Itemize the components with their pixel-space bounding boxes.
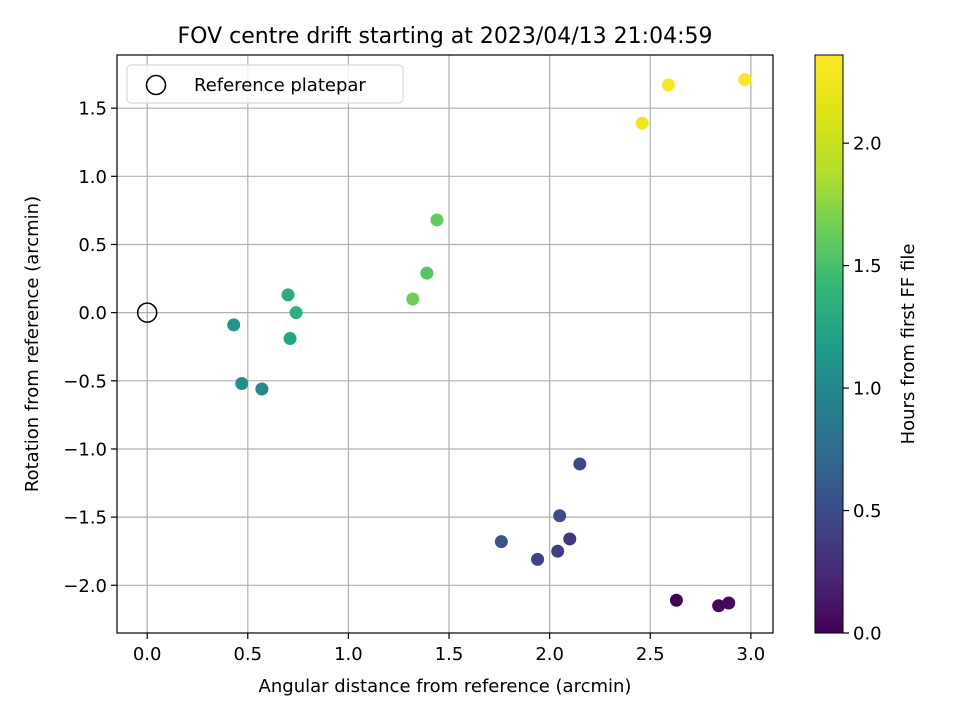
y-tick-label: 1.5 [78,99,107,120]
y-tick-label: 1.0 [78,167,107,188]
colorbar-label: Hours from first FF file [898,244,919,445]
colorbar-gradient [814,54,844,634]
data-point [420,266,434,280]
data-point [712,599,726,613]
data-point [289,306,303,320]
grid [117,55,773,633]
y-axis-label: Rotation from reference (arcmin) [22,196,43,492]
x-tick-label: 2.5 [636,644,665,665]
x-tick-label: 2.0 [535,644,564,665]
data-point [281,288,295,302]
legend-box [126,64,404,104]
legend-entry-label: Reference platepar [194,75,366,96]
colorbar-tick-label: 0.0 [853,624,882,645]
y-tick-label: 0.0 [78,303,107,324]
data-point [494,535,508,549]
data-point [235,377,249,391]
data-point [553,509,567,523]
legend: Reference platepar [126,64,404,104]
y-tick-label: −0.5 [63,371,107,392]
x-tick-label: 0.5 [233,644,262,665]
data-point [573,457,587,471]
colorbar-ticks: 0.0 0.5 1.0 1.5 2.0 [843,134,882,645]
x-tick-label: 1.5 [435,644,464,665]
data-point [531,552,545,566]
y-tick-label: −1.5 [63,508,107,529]
y-tick-label: −2.0 [63,576,107,597]
x-tick-label: 1.0 [334,644,363,665]
data-point [738,73,752,87]
reference-marker-layer [136,302,158,323]
data-point [669,593,683,607]
colorbar-tick-label: 0.5 [853,501,882,522]
data-point [722,596,736,610]
x-axis-ticks: 0.0 0.5 1.0 1.5 2.0 2.5 3.0 [133,633,765,665]
data-point [563,532,577,546]
x-tick-label: 0.0 [133,644,162,665]
plot-area-frame [116,54,774,634]
data-point [283,332,297,346]
x-tick-label: 3.0 [737,644,766,665]
legend-reference-marker-icon [145,74,167,96]
colorbar-tick-label: 1.5 [853,256,882,277]
data-point [430,213,444,227]
y-axis-ticks: −2.0 −1.5 −1.0 −0.5 0.0 0.5 1.0 1.5 [63,99,117,597]
data-point [551,544,565,558]
data-point [406,292,420,306]
data-point [635,116,649,130]
data-points [227,73,752,613]
y-tick-label: −1.0 [63,439,107,460]
data-point [661,78,675,92]
y-tick-label: 0.5 [78,235,107,256]
colorbar: 0.0 0.5 1.0 1.5 2.0 Hours from first FF file [814,54,919,645]
reference-platepar-marker [136,302,158,323]
data-point [227,318,241,332]
colorbar-tick-label: 1.0 [853,379,882,400]
x-axis-label: Angular distance from reference (arcmin) [259,676,632,697]
data-point [255,382,269,396]
chart-title: FOV centre drift starting at 2023/04/13 … [178,24,713,49]
colorbar-tick-label: 2.0 [853,134,882,155]
